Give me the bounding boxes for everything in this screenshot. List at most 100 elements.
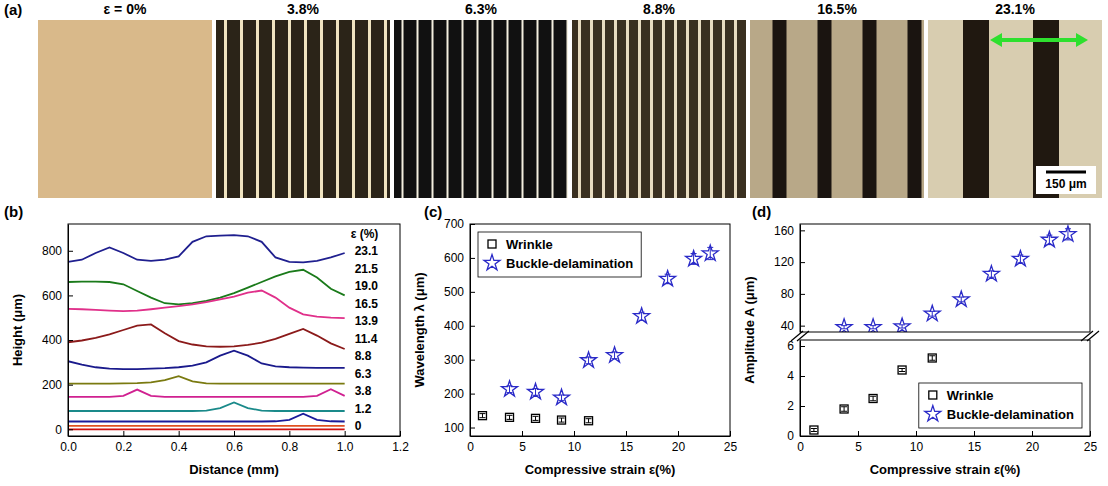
series-label: 11.4 [355,332,378,346]
y-axis-tick-mark [470,428,475,429]
y-axis-tick-label: 80 [781,287,795,301]
error-bar [899,325,905,328]
micrograph [928,20,1102,198]
series-label-header: ε (%) [351,227,379,241]
x-axis-tick-mark [123,431,124,436]
y-axis-tick: 4 [787,369,805,383]
x-axis-tick-mark [1090,431,1091,436]
data-point [1041,231,1057,246]
data-point [660,271,676,286]
y-axis-tick-label: 40 [781,319,795,333]
micrograph-ground [216,20,390,198]
data-point [953,291,969,306]
data-point [501,381,517,396]
series-label: 23.1 [355,244,379,258]
micrograph-stripe [626,20,629,198]
x-axis-tick-label: 1.2 [392,440,409,454]
data-point [836,319,852,332]
x-axis-tick: 0.8 [281,431,298,454]
y-axis: 40 80 120 160 [774,224,805,333]
micrograph-stripe [368,20,371,198]
axis-break [791,331,803,341]
legend-box [478,232,641,277]
y-axis-tick: 160 [774,224,805,238]
x-axis-tick: 0 [467,431,474,454]
x-axis-tick-mark [1032,431,1033,436]
series-label: 19.0 [355,279,379,293]
y-axis-tick: 80 [781,287,805,301]
y-axis-tick: 120 [774,255,805,269]
series-label: 1.2 [355,402,372,416]
x-axis: 0510152025 [467,431,737,454]
y-axis-tick-mark [470,224,475,225]
y-axis-tick: 800 [42,244,73,258]
x-axis-tick-mark [574,431,575,436]
profile-line [68,270,345,305]
y-axis-tick: 700 [444,217,475,231]
y-axis-tick-label: 400 [42,333,62,347]
x-axis-tick-label: 25 [1084,440,1098,454]
y-axis-tick-label: 0 [787,429,794,443]
x-axis-tick: 10 [568,431,582,454]
y-axis-tick: 300 [444,353,475,367]
data-point [686,250,702,265]
panel-letter: (d) [752,203,771,220]
plot-frame [800,340,1090,436]
error-bar [479,414,485,418]
legend-box [919,383,1082,428]
micrograph-stripe [336,20,339,198]
x-axis-tick: 0.6 [226,431,243,454]
y-axis-tick-label: 0 [55,423,62,437]
profile-line [68,425,345,427]
figure: (a)ε = 0%3.8%6.3%8.8%16.5%23.1%150 μm0.0… [0,0,1108,486]
data-point [928,354,936,362]
x-axis: 0510152025 [797,431,1097,454]
data-point [478,412,486,420]
y-axis-tick-label: 4 [787,369,794,383]
axis-break [797,331,809,341]
legend: WrinkleBuckle-delamination [478,232,641,277]
series-label: 13.9 [355,314,379,328]
micrograph-stripe [288,20,291,198]
micrograph-stripe [507,20,509,198]
micrograph-ground [750,20,924,198]
micrograph-ground [394,20,568,198]
profile-line [68,351,345,369]
micrograph-stripe [963,20,989,198]
image-label: 16.5% [817,1,857,17]
error-bar [841,407,847,412]
micrograph [750,20,924,198]
y-axis-tick-label: 500 [444,285,464,299]
x-axis-tick-label: 0.6 [226,440,243,454]
micrograph-stripe [734,20,737,198]
y-axis-tick-mark [470,292,475,293]
legend-entry: Wrinkle [506,237,553,252]
x-axis-tick-mark [345,431,346,436]
x-axis-tick-label: 5 [519,440,526,454]
y-axis-tick: 40 [781,319,805,333]
legend-marker [925,406,941,421]
image-label: 6.3% [465,1,497,17]
data-point [840,405,848,413]
micrograph-stripe [590,20,593,198]
profile-line [68,403,345,411]
micrograph-stripe [447,20,449,198]
data-point [527,383,543,398]
x-axis-tick-mark [858,431,859,436]
micrograph-stripe [320,20,323,198]
panel-scatter: 1002003004005006007000510152025WrinkleBu… [412,203,737,477]
y-axis-tick-label: 200 [42,378,62,392]
scale-bar-label: 150 μm [1045,177,1086,191]
x-axis-line [69,436,401,437]
y-axis-tick-mark [800,262,805,263]
micrograph-stripe [352,20,355,198]
panel-letter: (b) [4,203,23,220]
x-axis-tick-mark [289,431,290,436]
y-axis-tick-mark [800,406,805,407]
micrograph-ground [572,20,746,198]
x-axis-tick: 0.4 [171,431,188,454]
panel-letter: (c) [424,203,442,220]
legend-entry: Buckle-delamination [947,407,1074,422]
legend-entry: Wrinkle [947,388,994,403]
micrograph-stripe [477,20,479,198]
